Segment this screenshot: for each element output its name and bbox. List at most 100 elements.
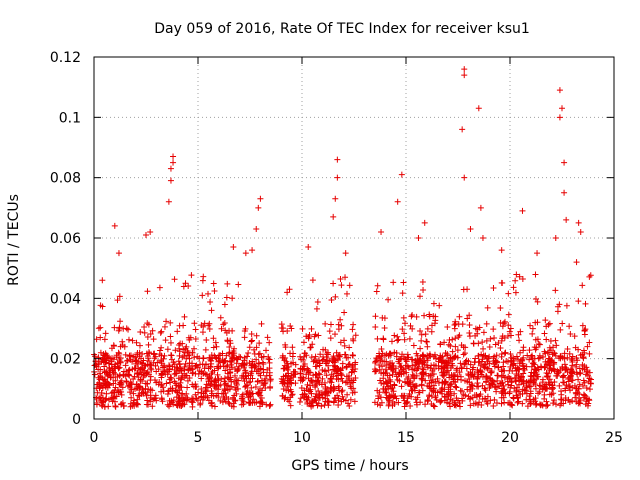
data-point	[245, 399, 252, 406]
data-point	[322, 346, 329, 353]
data-point	[385, 296, 392, 303]
data-point	[351, 398, 358, 405]
data-point	[332, 195, 339, 202]
data-point	[375, 393, 382, 400]
data-point	[112, 377, 119, 384]
data-point	[512, 378, 519, 385]
data-point	[545, 370, 552, 377]
data-point	[172, 347, 179, 354]
data-point	[418, 331, 425, 338]
data-point	[415, 358, 422, 365]
data-point	[534, 336, 541, 343]
data-point	[434, 389, 441, 396]
data-point	[451, 373, 458, 380]
data-point	[267, 401, 274, 408]
data-point	[482, 352, 489, 359]
data-point	[202, 346, 209, 353]
data-point	[221, 395, 228, 402]
data-point	[424, 325, 431, 332]
data-point	[245, 350, 252, 357]
data-point	[313, 305, 320, 312]
data-point	[412, 361, 419, 368]
data-point	[139, 366, 146, 373]
data-point	[508, 379, 515, 386]
y-tick-label: 0.06	[50, 231, 81, 247]
data-point	[316, 371, 323, 378]
data-point	[379, 314, 386, 321]
data-point	[476, 393, 483, 400]
data-point	[233, 355, 240, 362]
data-point	[312, 396, 319, 403]
data-point	[290, 359, 297, 366]
data-point	[115, 250, 122, 257]
data-point	[428, 328, 435, 335]
data-point	[414, 365, 421, 372]
data-point	[160, 364, 167, 371]
data-point	[416, 357, 423, 364]
data-point	[223, 363, 230, 370]
data-point	[326, 328, 333, 335]
data-point	[130, 390, 137, 397]
data-point	[400, 279, 407, 286]
data-point	[499, 379, 506, 386]
data-point	[521, 366, 528, 373]
data-point	[467, 361, 474, 368]
data-point	[130, 375, 137, 382]
data-point	[192, 336, 199, 343]
data-point	[505, 311, 512, 318]
data-point	[144, 369, 151, 376]
data-point	[147, 377, 154, 384]
data-point	[386, 372, 393, 379]
data-point	[167, 165, 174, 172]
data-point	[197, 401, 204, 408]
data-point	[559, 105, 565, 112]
data-point	[465, 358, 472, 365]
data-point	[451, 322, 458, 329]
data-point	[569, 370, 576, 377]
data-point	[128, 386, 135, 393]
data-point	[252, 363, 259, 370]
data-point	[532, 346, 539, 353]
data-point	[413, 350, 420, 357]
data-point	[462, 360, 469, 367]
data-point	[423, 354, 430, 361]
data-point	[513, 388, 520, 395]
data-point	[167, 339, 174, 346]
data-point	[440, 360, 447, 367]
data-point	[564, 345, 571, 352]
data-point	[220, 390, 227, 397]
data-point	[265, 355, 272, 362]
data-point	[486, 353, 493, 360]
data-point	[583, 398, 590, 405]
data-point	[124, 357, 131, 364]
data-point	[129, 358, 136, 365]
data-point	[215, 375, 222, 382]
data-point	[249, 362, 256, 369]
data-point	[349, 326, 356, 333]
data-point	[461, 174, 468, 181]
data-point	[101, 368, 108, 375]
data-point	[332, 293, 339, 300]
data-point	[395, 399, 402, 406]
data-point	[116, 388, 123, 395]
data-point	[515, 331, 522, 338]
data-point	[289, 353, 296, 360]
data-point	[102, 397, 109, 404]
data-point	[490, 284, 497, 291]
data-point	[116, 364, 123, 371]
data-point	[211, 367, 218, 374]
data-point	[305, 335, 312, 342]
data-point	[267, 376, 274, 383]
data-point	[500, 372, 507, 379]
data-point	[575, 298, 582, 305]
data-point	[395, 336, 402, 343]
data-point	[475, 352, 482, 359]
data-point	[486, 381, 493, 388]
data-point	[230, 352, 237, 359]
data-point	[501, 350, 508, 357]
data-point	[461, 72, 468, 79]
data-point	[167, 379, 174, 386]
data-point	[257, 365, 264, 372]
data-point	[346, 403, 353, 410]
data-point	[565, 396, 572, 403]
